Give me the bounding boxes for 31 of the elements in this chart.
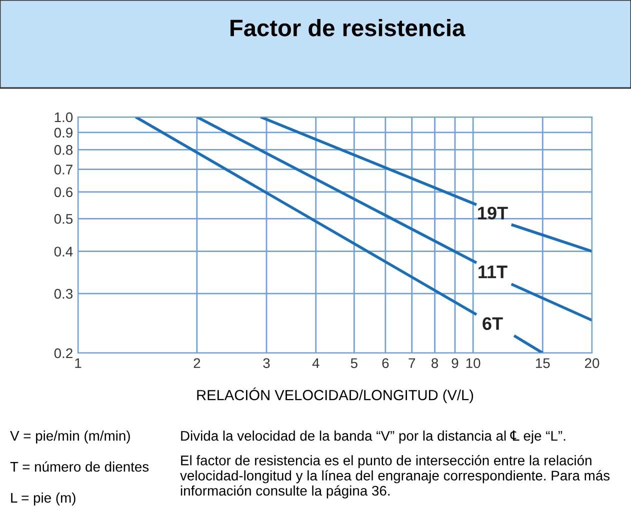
series-label: 11T (478, 266, 508, 278)
x-tick-label: 3 (263, 358, 270, 368)
x-tick-label: 6 (382, 358, 389, 368)
y-tick-label: 0.5 (54, 214, 73, 224)
x-tick-label: 1 (75, 358, 82, 368)
x-axis-title: RELACIÓN VELOCIDAD/LONGITUD (V/L) (197, 387, 474, 404)
series-label: 6T (482, 317, 503, 330)
x-tick-label: 8 (432, 358, 438, 368)
x-tick-label: 9 (452, 358, 458, 368)
text: T = número de dientes (10, 461, 149, 472)
x-tick-label: 15 (536, 358, 550, 368)
chart-title: Factor de resistencia (230, 18, 466, 36)
y-tick-label: 0.6 (54, 187, 73, 198)
x-tick-label: 4 (312, 358, 320, 368)
y-tick-label: 0.7 (54, 164, 72, 174)
x-tick-label: 20 (584, 358, 600, 368)
text: L = pie (m) (11, 492, 76, 506)
y-tick-label: 0.3 (54, 288, 73, 299)
y-tick-label: 1.0 (54, 112, 73, 122)
y-tick-label: 0.2 (54, 348, 72, 358)
x-tick-label: 10 (466, 358, 480, 368)
y-tick-label: 0.9 (54, 128, 72, 138)
series-label: 19T (478, 206, 508, 220)
text: El factor de resistencia es el punto de intersección entre la relación velocidad-longitud y la línea del engranaje correspondiente. Para más información consulte la página 36. (180, 455, 610, 498)
x-tick-label: 5 (350, 358, 358, 368)
y-tick-label: 0.8 (54, 145, 73, 155)
x-tick-label: 7 (408, 358, 416, 368)
text: Divida la velocidad de la banda “V” por la distancia al ℄ eje “L”. (181, 430, 566, 444)
text: V = pie/min (m/min) (10, 430, 130, 444)
y-tick-label: 0.4 (54, 246, 73, 257)
x-tick-label: 2 (194, 358, 200, 368)
